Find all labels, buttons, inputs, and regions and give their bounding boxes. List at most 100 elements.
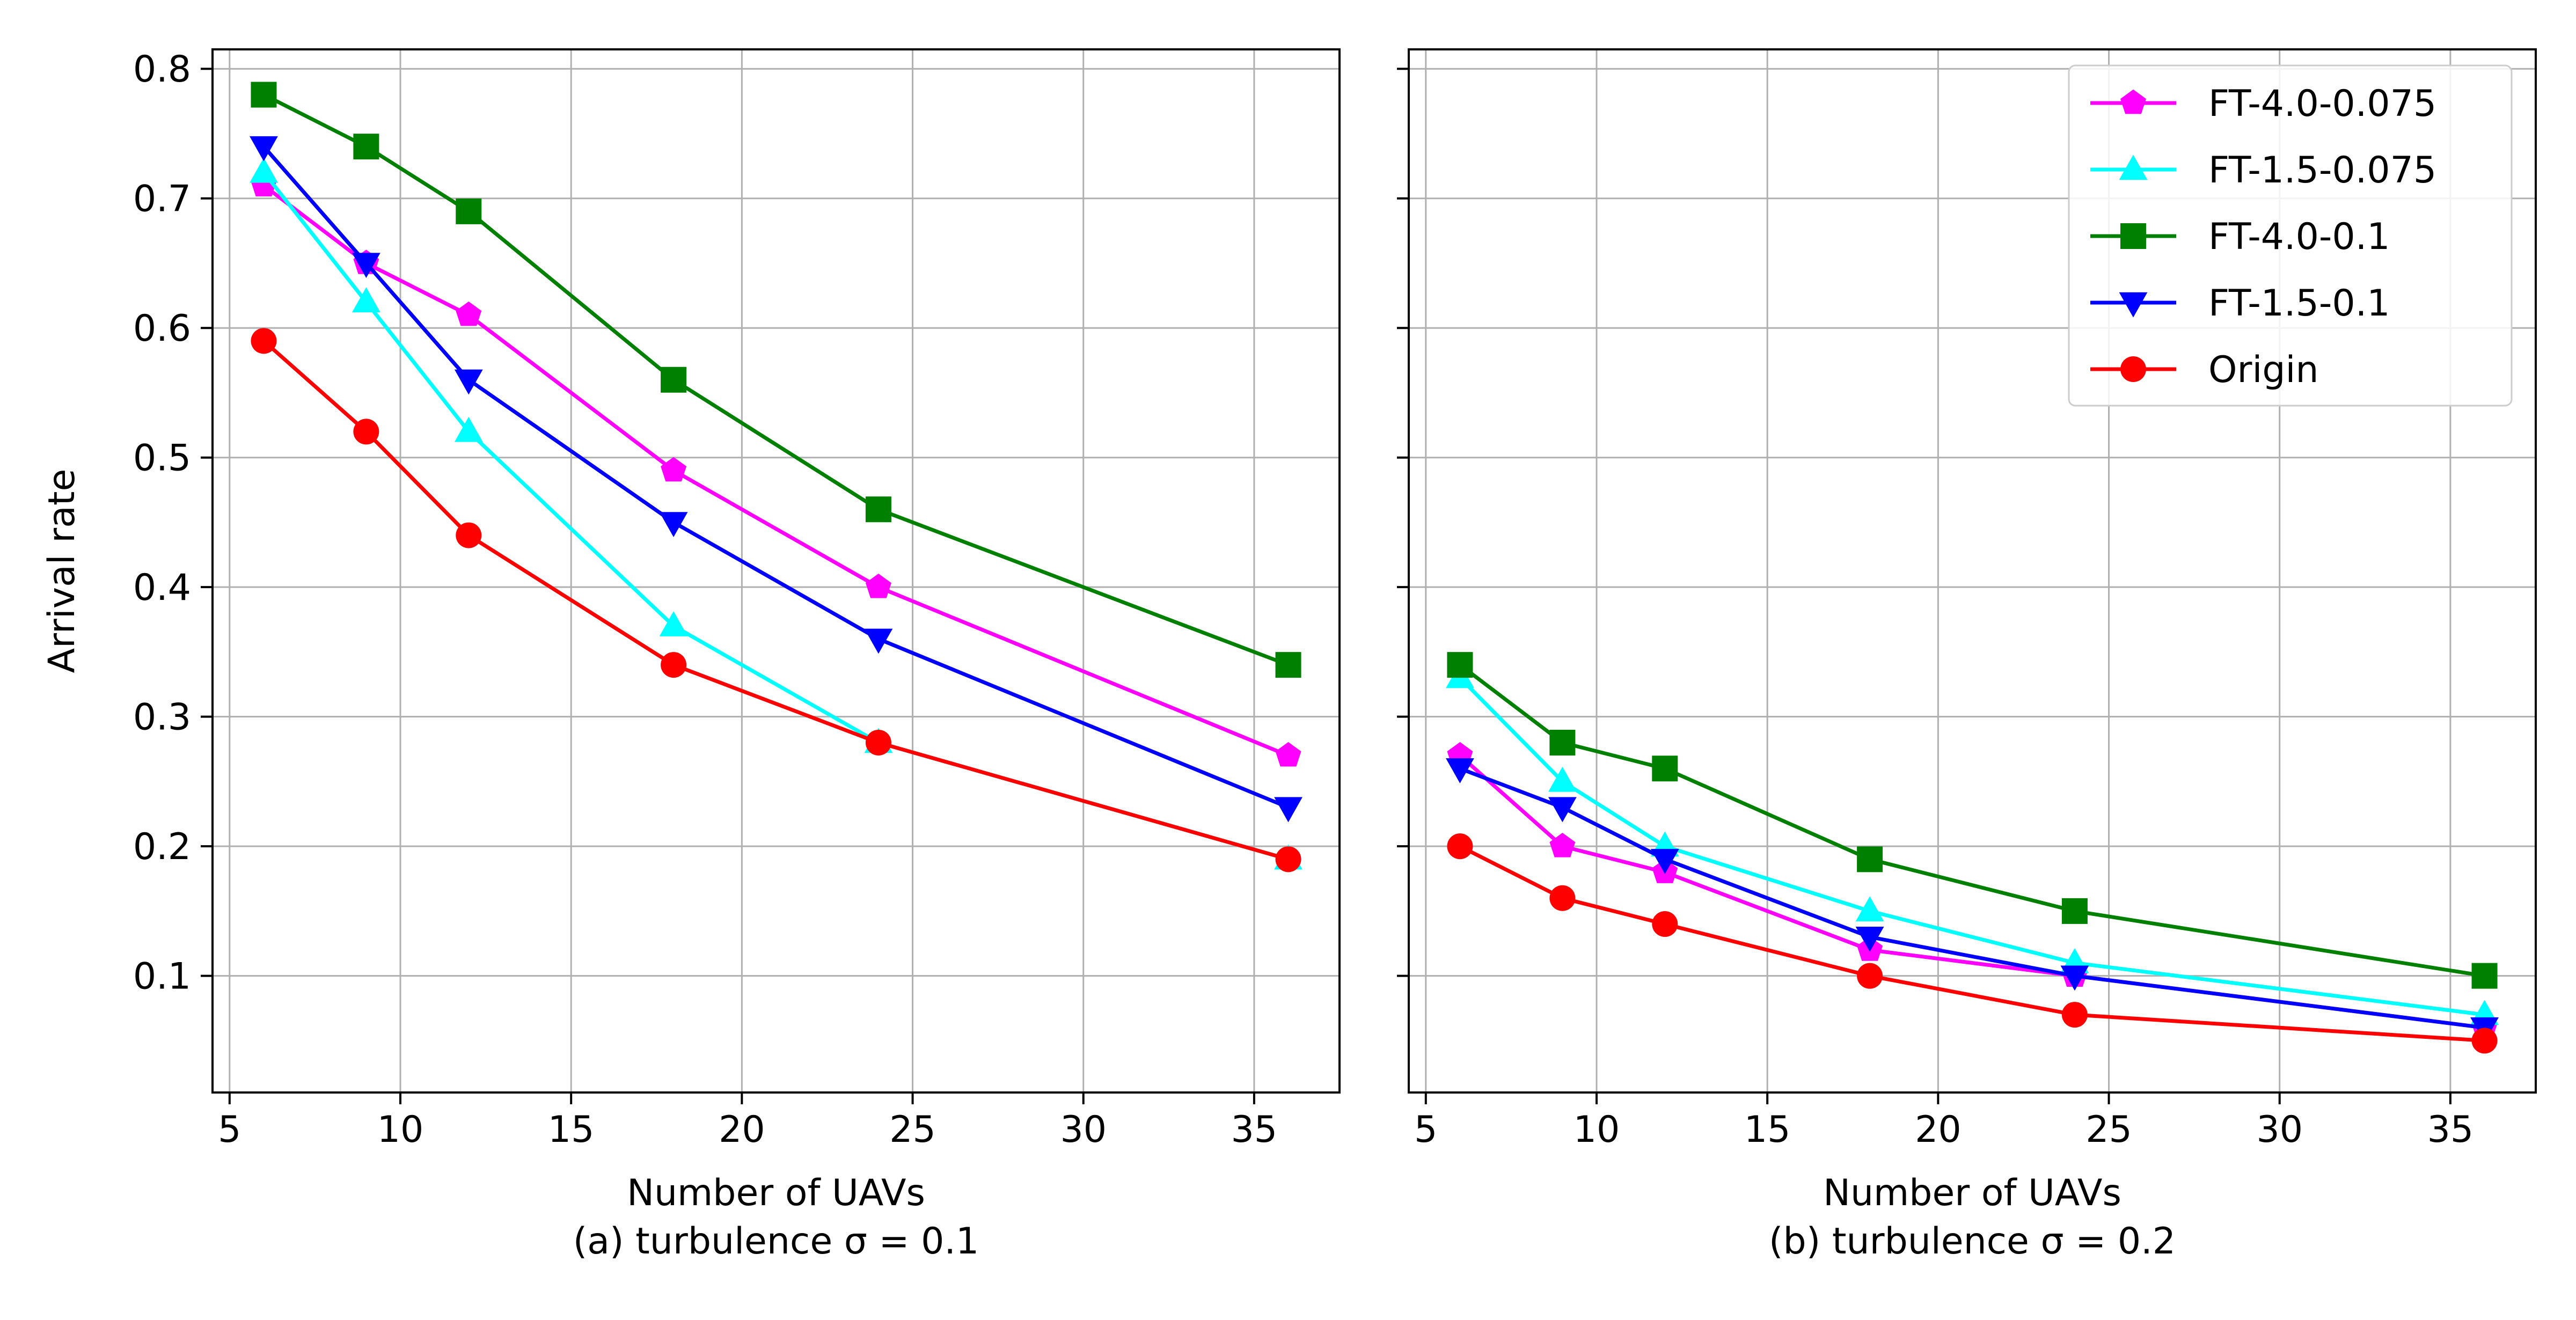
legend-item: FT-1.5-0.1 (2090, 282, 2390, 325)
panel-b-data-point (2060, 965, 2089, 991)
panel-b-x-tick-label: 30 (2256, 1109, 2303, 1151)
panel-b-data-point (1447, 652, 1473, 678)
panel-a-data-point (865, 574, 891, 598)
panel-a-x-tick-label: 30 (1060, 1109, 1107, 1151)
panel-b-data-point (1650, 849, 1679, 874)
panel-a-data-point (1275, 846, 1301, 872)
panel-b-x-tick-label: 15 (1744, 1109, 1791, 1151)
panel-b-data-point (1652, 756, 1678, 782)
panel-a-data-point (661, 457, 687, 482)
panel-b-x-tick-label: 25 (2085, 1109, 2132, 1151)
panel-b-series-2 (1447, 652, 2498, 989)
panel-b-grid (1409, 49, 2536, 1092)
panel-a-series-line (262, 145, 1289, 809)
legend-item: FT-1.5-0.075 (2090, 149, 2436, 192)
panel-a-data-point (251, 82, 277, 108)
legend-label: FT-1.5-0.1 (2208, 282, 2390, 325)
panel-b-data-point (1447, 833, 1473, 860)
panel-a-y-axis-label: Arrival rate (41, 469, 83, 673)
panel-a-data-point (454, 416, 483, 442)
panel-a-x-tick-label: 10 (377, 1109, 424, 1151)
panel-b-series-line (1459, 767, 2485, 1030)
panel-a-data-point (353, 419, 379, 445)
legend-label: FT-4.0-0.075 (2208, 83, 2436, 125)
legend-label: FT-4.0-0.1 (2208, 216, 2390, 258)
legend-marker (2119, 155, 2148, 180)
panel-b-data-point (1855, 896, 1884, 922)
panel-a-grid (213, 49, 1340, 1092)
panel-a-x-tick-label: 15 (548, 1109, 595, 1151)
panel-a-data-point (251, 328, 277, 354)
panel-b-data-point (1549, 729, 1576, 756)
panel-a-series-4 (251, 328, 1301, 872)
panel-b-data-point (1652, 911, 1678, 937)
panel-b-series-line (1459, 663, 2485, 978)
legend-item: FT-4.0-0.075 (2090, 83, 2436, 125)
panel-b-series-line (1459, 676, 2485, 1017)
panel-a: 5 10 15 20 25 30 35 0.1 0.2 0.3 0.4 0.5 0.6 0.7 0.8 Nu… (41, 48, 1341, 1263)
panel-a-series-2 (251, 82, 1301, 678)
panel-b-data-point (1857, 963, 1883, 989)
panel-a-data-point (659, 611, 688, 636)
panel-b-data-point (1446, 758, 1474, 783)
panel-a-data-point (1275, 742, 1301, 767)
panel-b-series (1446, 652, 2499, 1054)
panel-b-ticks: 5 10 15 20 25 30 35 (1397, 68, 2474, 1151)
legend-label: FT-1.5-0.075 (2208, 149, 2436, 192)
panel-b-plot-frame (1408, 48, 2537, 1094)
legend-label: Origin (2208, 349, 2319, 391)
panel-b-data-point (1857, 846, 1883, 872)
panel-a-data-point (865, 729, 891, 756)
panel-b-x-tick-label: 5 (1414, 1109, 1437, 1151)
panel-a-data-point (659, 512, 688, 538)
panel-a-x-tick-label: 25 (889, 1109, 936, 1151)
panel-a-caption: (a) turbulence σ = 0.1 (573, 1220, 979, 1263)
panel-a-data-point (1274, 797, 1302, 823)
panel-a-y-tick-label: 0.6 (133, 307, 191, 350)
panel-a-x-axis-label: Number of UAVs (627, 1172, 925, 1214)
panel-a-data-point (456, 301, 482, 326)
legend-box (2068, 64, 2513, 407)
panel-b-data-point (1548, 797, 1577, 823)
panel-a-y-tick-label: 0.1 (133, 956, 191, 998)
legend-marker (2119, 292, 2148, 318)
panel-a-x-tick-label: 35 (1231, 1109, 1278, 1151)
panel-b-x-tick-label: 10 (1574, 1109, 1620, 1151)
panel-b-series-line (1459, 845, 2485, 1043)
panel-b-x-tick-label: 20 (1915, 1109, 1962, 1151)
panel-a-series-3 (250, 136, 1302, 823)
panel-a-y-tick-label: 0.8 (133, 48, 191, 91)
legend: FT-4.0-0.075 FT-1.5-0.075 FT-4.0-0.1 FT-1.5… (2068, 64, 2513, 407)
panel-a-data-point (454, 369, 483, 395)
panel-a-series-line (262, 184, 1289, 758)
panel-b: 5 10 15 20 25 30 35 Number of UAVs (b) turbule… (1397, 48, 2537, 1263)
panel-a-data-point (352, 287, 380, 313)
panel-a-ticks: 5 10 15 20 25 30 35 0.1 0.2 0.3 0.4 0.5 0.6 0.7 0.8 (133, 48, 1277, 1151)
panel-a-data-point (352, 253, 380, 278)
panel-b-data-point (1855, 927, 1884, 952)
panel-a-data-point (661, 652, 687, 678)
panel-a-data-point (865, 496, 891, 523)
panel-b-x-axis-label: Number of UAVs (1823, 1172, 2121, 1214)
panel-a-data-point (1275, 652, 1301, 678)
panel-a-data-point (456, 522, 482, 548)
panel-a-series-line (262, 339, 1289, 861)
panel-b-data-point (2471, 1028, 2498, 1054)
panel-a-y-tick-label: 0.2 (133, 826, 191, 868)
panel-a-x-tick-label: 5 (218, 1109, 241, 1151)
panel-a-data-point (661, 366, 687, 393)
panel-a-data-point (250, 136, 278, 162)
panel-a-data-point (456, 198, 482, 224)
legend-item: Origin (2090, 349, 2319, 391)
panel-a-series (250, 82, 1302, 872)
panel-a-data-point (353, 134, 379, 160)
panel-a-y-tick-label: 0.4 (133, 567, 191, 609)
panel-b-x-tick-label: 35 (2427, 1109, 2474, 1151)
legend-marker (2120, 89, 2146, 114)
legend-item: FT-4.0-0.1 (2090, 216, 2390, 258)
legend-marker (2120, 356, 2146, 382)
panel-b-data-point (1549, 885, 1576, 911)
panel-a-y-tick-label: 0.7 (133, 178, 191, 221)
panel-b-data-point (1549, 833, 1576, 857)
